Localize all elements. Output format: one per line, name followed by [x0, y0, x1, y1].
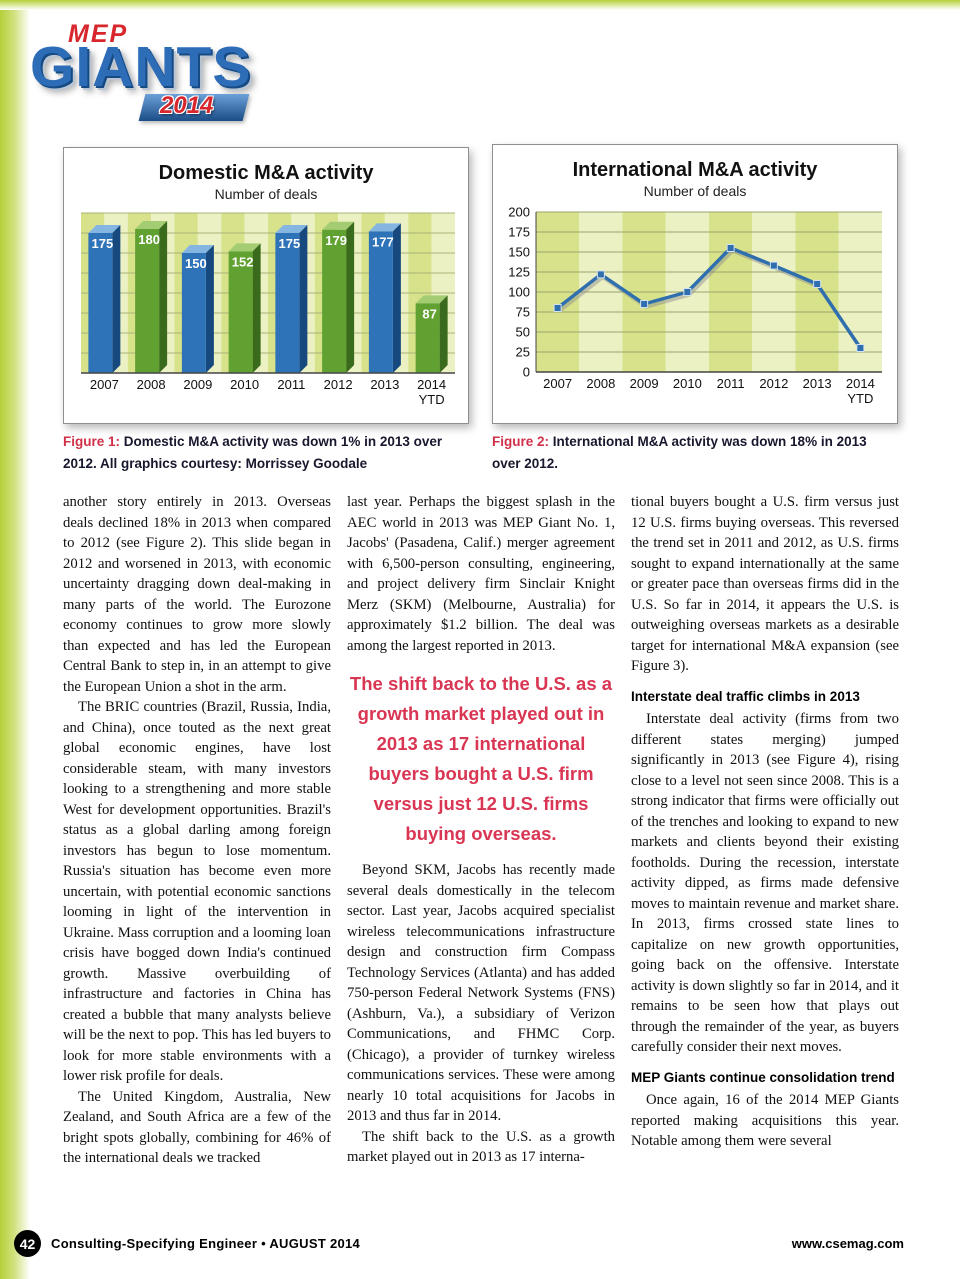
svg-text:2014: 2014: [417, 377, 446, 392]
figure2-caption-label: Figure 2:: [492, 434, 550, 449]
svg-text:175: 175: [279, 236, 301, 251]
figure1-chart-title: Domestic M&A activity: [158, 162, 374, 184]
section-heading-consolidation: MEP Giants continue consolidation trend: [631, 1069, 895, 1085]
page-footer: 42 Consulting-Specifying Engineer • AUGU…: [14, 1230, 904, 1257]
svg-text:87: 87: [422, 306, 436, 321]
domestic-chart-svg: 175 180 150 152 175 179 177 87 2007 2008 2009 2010 2…: [81, 212, 455, 407]
page-number-badge: 42: [14, 1230, 41, 1257]
page-edge-gradient-left: [0, 0, 30, 1279]
pull-quote: The shift back to the U.S. as a growth m…: [349, 673, 613, 844]
figure1-caption: Figure 1: Domestic M&A activity was down…: [63, 431, 467, 475]
article-column-1: another story entirely in 2013. Overseas…: [63, 492, 331, 1169]
svg-text:0: 0: [523, 365, 530, 380]
section-heading-interstate: Interstate deal traffic climbs in 2013: [631, 688, 860, 704]
logo-mep-text: MEP: [68, 20, 129, 48]
paragraph: last year. Perhaps the biggest splash in…: [347, 494, 615, 654]
svg-text:177: 177: [372, 234, 394, 249]
international-chart-svg: 0 25 50 75 100 125 150 175 200 2007 2008 2009 2010 20…: [508, 205, 882, 406]
international-ma-line-chart: 0 25 50 75 100 125 150 175 200 2007 2008 2009 2010 20…: [498, 202, 892, 417]
page-edge-gradient-top: [0, 0, 960, 10]
svg-text:75: 75: [516, 305, 530, 320]
figure2-chart-box: International M&A activity Number of dea…: [492, 144, 898, 424]
figure2-caption: Figure 2: International M&A activity was…: [492, 431, 898, 475]
svg-text:175: 175: [92, 236, 114, 251]
article-columns: another story entirely in 2013. Overseas…: [63, 492, 899, 1169]
svg-text:2009: 2009: [183, 377, 212, 392]
svg-text:2010: 2010: [230, 377, 259, 392]
svg-text:2008: 2008: [586, 376, 615, 391]
svg-text:2012: 2012: [759, 376, 788, 391]
figure2-caption-text: International M&A activity was down 18% …: [492, 434, 867, 471]
article-column-2: last year. Perhaps the biggest splash in…: [347, 492, 615, 1169]
logo-year-text: 2014: [160, 92, 214, 119]
svg-text:150: 150: [185, 256, 207, 271]
svg-text:2013: 2013: [803, 376, 832, 391]
svg-text:150: 150: [508, 245, 530, 260]
svg-text:25: 25: [516, 345, 530, 360]
svg-text:YTD: YTD: [847, 391, 873, 406]
svg-text:2013: 2013: [370, 377, 399, 392]
svg-text:152: 152: [232, 254, 254, 269]
svg-text:50: 50: [516, 325, 530, 340]
footer-publication-text: Consulting-Specifying Engineer • AUGUST …: [51, 1236, 361, 1251]
paragraph: The United Kingdom, Australia, New Zeala…: [63, 1088, 331, 1167]
svg-text:2011: 2011: [717, 376, 745, 391]
paragraph: Interstate deal activity (firms from two…: [631, 711, 899, 1055]
page-number: 42: [19, 1235, 36, 1252]
domestic-ma-bar-chart: 175 180 150 152 175 179 177 87 2007 2008 2009 2010 2…: [69, 205, 463, 418]
svg-text:125: 125: [508, 265, 530, 280]
paragraph: Once again, 16 of the 2014 MEP Giants re…: [631, 1092, 899, 1149]
paragraph: The BRIC countries (Brazil, Russia, Indi…: [63, 699, 331, 1084]
footer-website-text: www.csemag.com: [791, 1236, 904, 1251]
figure2-chart-subtitle: Number of deals: [643, 183, 747, 199]
svg-text:2007: 2007: [90, 377, 119, 392]
figure2-chart-title: International M&A activity: [572, 159, 818, 181]
paragraph: The shift back to the U.S. as a growth m…: [347, 1128, 615, 1166]
paragraph: another story entirely in 2013. Overseas…: [63, 494, 331, 695]
svg-text:175: 175: [508, 225, 530, 240]
svg-text:2010: 2010: [673, 376, 702, 391]
svg-text:2009: 2009: [630, 376, 659, 391]
figure1-chart-box: Domestic M&A activity Number of deals 17…: [63, 147, 469, 424]
svg-text:2007: 2007: [543, 376, 572, 391]
svg-text:179: 179: [325, 233, 347, 248]
article-column-3: tional buyers bought a U.S. firm versus …: [631, 492, 899, 1169]
svg-text:2008: 2008: [137, 377, 166, 392]
svg-text:2012: 2012: [324, 377, 353, 392]
svg-text:180: 180: [138, 232, 160, 247]
svg-text:2011: 2011: [277, 377, 305, 392]
svg-text:200: 200: [508, 205, 530, 220]
figure1-caption-label: Figure 1:: [63, 434, 121, 449]
logo-giants-text: GIANTS: [30, 35, 252, 99]
svg-text:YTD: YTD: [419, 392, 445, 407]
paragraph: Beyond SKM, Jacobs has recently made sev…: [347, 862, 615, 1124]
paragraph: tional buyers bought a U.S. firm versus …: [631, 494, 899, 674]
figure1-caption-text: Domestic M&A activity was down 1% in 201…: [63, 434, 443, 471]
svg-text:100: 100: [508, 285, 530, 300]
mep-giants-logo: GIANTS MEP 2014: [30, 20, 280, 128]
svg-text:2014: 2014: [846, 376, 875, 391]
figure1-chart-subtitle: Number of deals: [214, 186, 318, 202]
